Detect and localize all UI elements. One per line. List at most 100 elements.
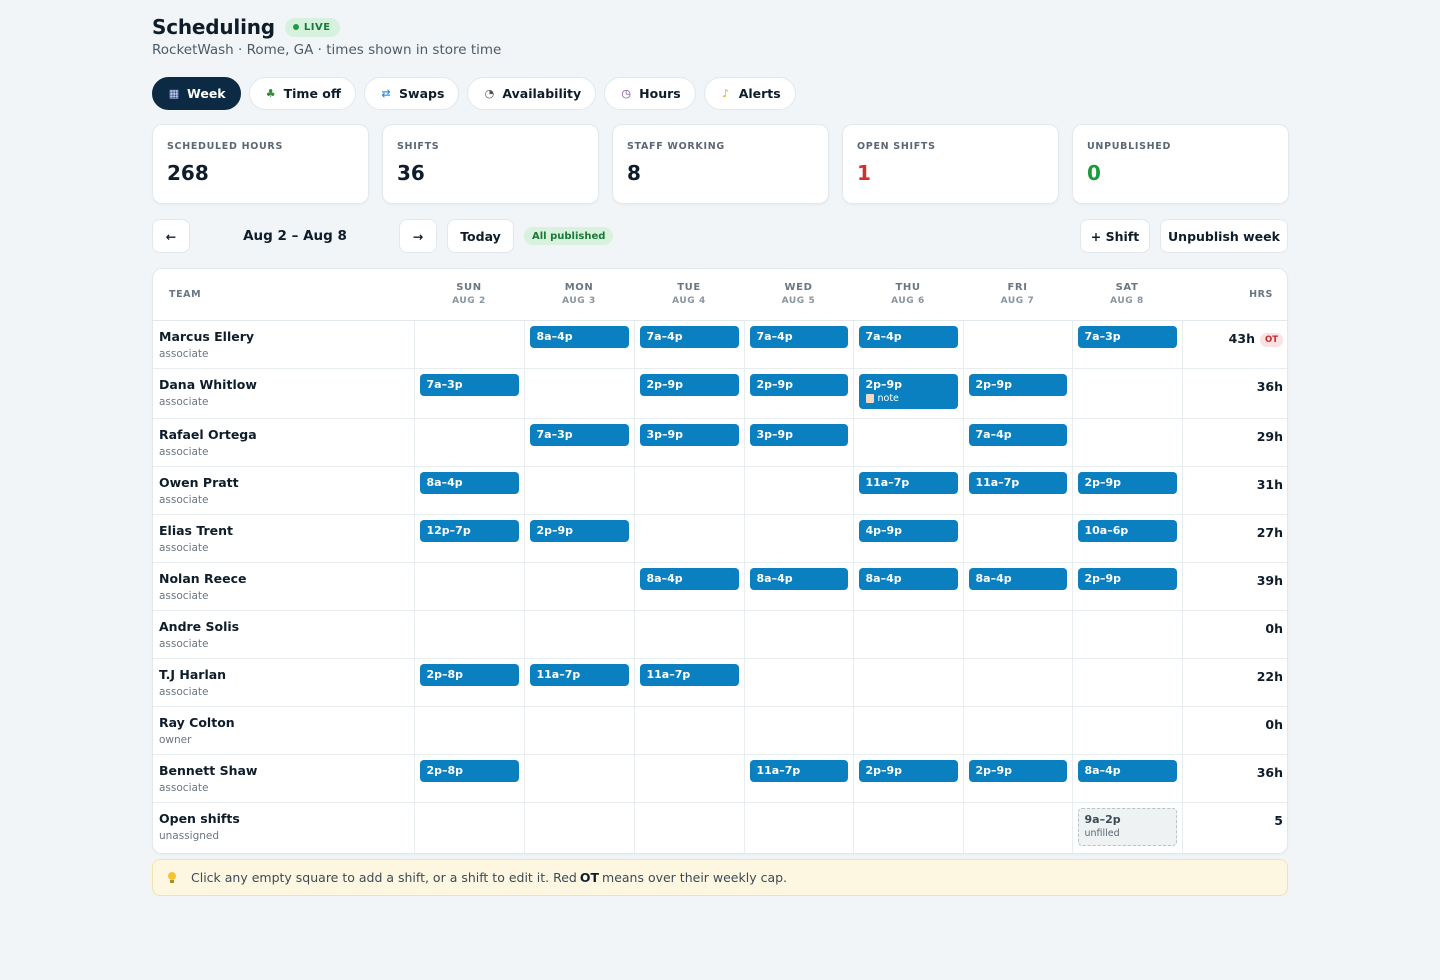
day-cell[interactable]: 2p–9p xyxy=(852,754,963,803)
day-cell[interactable] xyxy=(1071,706,1182,755)
day-cell[interactable] xyxy=(523,368,634,419)
shift-block[interactable]: 7a–3p xyxy=(1077,325,1177,348)
day-cell[interactable]: 7a–4p xyxy=(743,320,853,369)
tab-week[interactable]: ▦ Week xyxy=(152,77,241,110)
shift-block[interactable]: 2p–9p xyxy=(968,373,1067,396)
day-cell[interactable]: 8a–4p xyxy=(962,562,1072,611)
day-cell[interactable]: 2p–9p xyxy=(743,368,853,419)
day-cell[interactable] xyxy=(852,802,963,853)
day-cell[interactable] xyxy=(523,610,634,659)
day-cell[interactable] xyxy=(413,320,524,369)
shift-block[interactable]: 8a–4p xyxy=(968,567,1067,590)
day-cell[interactable] xyxy=(633,754,744,803)
shift-block[interactable]: 7a–4p xyxy=(858,325,958,348)
day-cell[interactable] xyxy=(743,466,853,515)
shift-block[interactable]: 3p–9p xyxy=(749,423,848,446)
shift-block[interactable]: 8a–4p xyxy=(1077,759,1177,782)
next-week-button[interactable]: → xyxy=(399,219,437,253)
day-cell[interactable]: 2p–8p xyxy=(413,754,524,803)
day-cell[interactable]: 3p–9p xyxy=(743,418,853,467)
day-cell[interactable] xyxy=(413,610,524,659)
day-cell[interactable]: 2p–9p note xyxy=(852,368,963,419)
day-cell[interactable]: 2p–9p xyxy=(1071,562,1182,611)
day-cell[interactable] xyxy=(743,706,853,755)
day-cell[interactable]: 8a–4p xyxy=(743,562,853,611)
day-cell[interactable]: 2p–9p xyxy=(523,514,634,563)
day-cell[interactable]: 2p–9p xyxy=(962,368,1072,419)
day-cell[interactable] xyxy=(962,802,1072,853)
shift-block[interactable]: 3p–9p xyxy=(639,423,739,446)
shift-block[interactable]: 4p–9p xyxy=(858,519,958,542)
day-cell[interactable] xyxy=(523,754,634,803)
day-cell[interactable] xyxy=(523,562,634,611)
day-cell[interactable]: 7a–4p xyxy=(962,418,1072,467)
shift-block[interactable]: 11a–7p xyxy=(749,759,848,782)
tab-time-off[interactable]: ♣ Time off xyxy=(248,77,357,110)
shift-block[interactable]: 2p–9p xyxy=(1077,471,1177,494)
day-cell[interactable]: 4p–9p xyxy=(852,514,963,563)
day-cell[interactable]: 7a–3p xyxy=(523,418,634,467)
shift-block[interactable]: 8a–4p xyxy=(749,567,848,590)
shift-block[interactable]: 8a–4p xyxy=(529,325,629,348)
day-cell[interactable]: 11a–7p xyxy=(852,466,963,515)
day-cell[interactable]: 2p–9p xyxy=(1071,466,1182,515)
day-cell[interactable] xyxy=(743,610,853,659)
day-cell[interactable] xyxy=(523,802,634,853)
day-cell[interactable] xyxy=(523,706,634,755)
shift-block[interactable]: 2p–9p xyxy=(858,759,958,782)
day-cell[interactable] xyxy=(633,610,744,659)
day-cell[interactable] xyxy=(1071,368,1182,419)
day-cell[interactable]: 7a–4p xyxy=(633,320,744,369)
tab-swaps[interactable]: ⇄ Swaps xyxy=(364,77,460,110)
day-cell[interactable]: 8a–4p xyxy=(1071,754,1182,803)
shift-block[interactable]: 7a–4p xyxy=(639,325,739,348)
shift-block[interactable]: 2p–8p xyxy=(419,759,519,782)
shift-block[interactable]: 8a–4p xyxy=(858,567,958,590)
day-cell[interactable] xyxy=(852,706,963,755)
day-cell[interactable] xyxy=(852,610,963,659)
shift-block[interactable]: 8a–4p xyxy=(639,567,739,590)
day-cell[interactable]: 11a–7p xyxy=(523,658,634,707)
day-cell[interactable]: 11a–7p xyxy=(962,466,1072,515)
shift-block[interactable]: 7a–4p xyxy=(749,325,848,348)
day-cell[interactable]: 3p–9p xyxy=(633,418,744,467)
shift-block[interactable]: 8a–4p xyxy=(419,471,519,494)
open-shift-block[interactable]: 9a–2p unfilled xyxy=(1077,807,1177,846)
shift-block[interactable]: 10a–6p xyxy=(1077,519,1177,542)
shift-block[interactable]: 11a–7p xyxy=(639,663,739,686)
day-cell[interactable]: 8a–4p xyxy=(523,320,634,369)
day-cell[interactable] xyxy=(743,658,853,707)
day-cell[interactable]: 9a–2p unfilled xyxy=(1071,802,1182,853)
day-cell[interactable] xyxy=(1071,658,1182,707)
shift-block[interactable]: 2p–9p xyxy=(968,759,1067,782)
prev-week-button[interactable]: ← xyxy=(152,219,190,253)
day-cell[interactable] xyxy=(413,802,524,853)
day-cell[interactable]: 8a–4p xyxy=(852,562,963,611)
day-cell[interactable] xyxy=(962,658,1072,707)
day-cell[interactable] xyxy=(1071,418,1182,467)
day-cell[interactable] xyxy=(413,706,524,755)
day-cell[interactable] xyxy=(962,610,1072,659)
tab-availability[interactable]: ◔ Availability xyxy=(467,77,597,110)
day-cell[interactable] xyxy=(633,466,744,515)
tab-alerts[interactable]: ♪ Alerts xyxy=(703,77,796,110)
day-cell[interactable] xyxy=(962,706,1072,755)
day-cell[interactable] xyxy=(743,802,853,853)
day-cell[interactable] xyxy=(962,514,1072,563)
day-cell[interactable] xyxy=(633,706,744,755)
day-cell[interactable] xyxy=(743,514,853,563)
shift-block[interactable]: 11a–7p xyxy=(858,471,958,494)
day-cell[interactable]: 12p–7p xyxy=(413,514,524,563)
shift-block[interactable]: 11a–7p xyxy=(529,663,629,686)
shift-block[interactable]: 2p–9p xyxy=(1077,567,1177,590)
shift-block[interactable]: 2p–9p xyxy=(639,373,739,396)
day-cell[interactable]: 8a–4p xyxy=(413,466,524,515)
day-cell[interactable]: 7a–3p xyxy=(1071,320,1182,369)
tab-hours[interactable]: ◷ Hours xyxy=(604,77,696,110)
shift-block[interactable]: 12p–7p xyxy=(419,519,519,542)
day-cell[interactable] xyxy=(852,418,963,467)
day-cell[interactable] xyxy=(413,562,524,611)
day-cell[interactable]: 7a–3p xyxy=(413,368,524,419)
day-cell[interactable]: 7a–4p xyxy=(852,320,963,369)
day-cell[interactable]: 11a–7p xyxy=(633,658,744,707)
